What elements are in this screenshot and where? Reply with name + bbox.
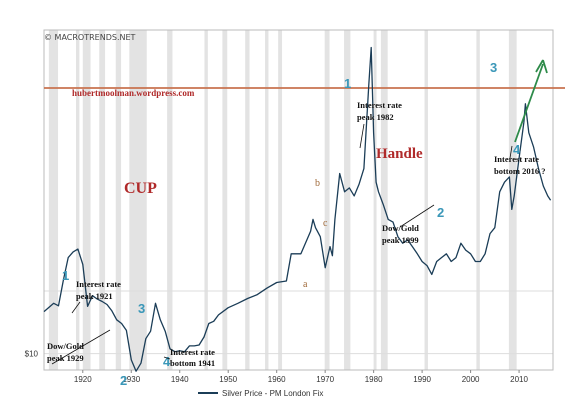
x-tick-label: 1970 — [316, 375, 334, 384]
recession-band — [476, 30, 480, 370]
annotation-pointer — [51, 329, 111, 365]
annotation-note: Interest rate — [494, 154, 539, 164]
recession-band — [204, 30, 208, 370]
x-tick-label: 1930 — [122, 375, 140, 384]
recession-band — [99, 30, 106, 370]
wave-label: 1 — [62, 268, 69, 283]
wave-label: 1 — [344, 76, 351, 91]
annotation-note: bottom 2016 ? — [494, 166, 545, 176]
plot-frame — [43, 29, 554, 371]
watermark-url: hubertmoolman.wordpress.com — [72, 88, 195, 98]
annotation-note: Dow/Gold — [382, 223, 419, 233]
breakout-arrow-head — [535, 59, 548, 74]
recession-band — [167, 30, 173, 370]
wave-label: 3 — [490, 60, 497, 75]
annotation-note: bottom 1941 — [170, 358, 215, 368]
annotation-note: peak 1921 — [76, 291, 113, 301]
recession-band — [115, 30, 122, 370]
recession-band — [265, 30, 269, 370]
annotation-note: Interest rate — [76, 279, 121, 289]
recession-band — [380, 30, 388, 370]
recession-band — [508, 30, 517, 370]
annotation-pointer — [71, 301, 81, 314]
x-tick-label: 1950 — [219, 375, 237, 384]
annotation-note: Interest rate — [170, 347, 215, 357]
breakout-arrow — [514, 63, 544, 143]
series-line-silver — [43, 46, 552, 372]
recession-band — [278, 30, 283, 370]
wave-label: 2 — [437, 205, 444, 220]
annotation-note: Interest rate — [357, 100, 402, 110]
recession-band — [424, 30, 428, 370]
abc-label: c — [323, 218, 328, 229]
wave-label: 4 — [513, 142, 521, 157]
wave-label: 2 — [120, 373, 127, 388]
copyright-text: © MACROTRENDS.NET — [44, 33, 136, 42]
handle-label: Handle — [376, 146, 423, 162]
recession-band — [245, 30, 250, 370]
wave-label: 3 — [138, 301, 145, 316]
x-tick-label: 1960 — [268, 375, 286, 384]
recession-band — [82, 30, 91, 370]
abc-label: a — [303, 279, 308, 290]
cup-label: CUP — [124, 180, 157, 197]
x-tick-label: 1920 — [74, 375, 92, 384]
abc-label: b — [315, 178, 320, 189]
x-tick-label: 1940 — [171, 375, 189, 384]
annotation-note: peak 1929 — [47, 353, 84, 363]
y-tick-label: $10 — [25, 350, 39, 359]
x-tick-label: 1990 — [413, 375, 431, 384]
annotation-pointer — [163, 356, 171, 360]
annotation-note: peak 1999 — [382, 235, 419, 245]
x-tick-label: 2000 — [462, 375, 480, 384]
annotation-pointer — [359, 123, 365, 149]
recession-band — [344, 30, 351, 370]
legend-label: Silver Price - PM London Fix — [222, 389, 323, 398]
annotation-pointer — [509, 145, 513, 159]
wave-label: 4 — [163, 354, 171, 369]
annotation-note: peak 1982 — [357, 112, 394, 122]
recession-band — [373, 30, 377, 370]
recession-band — [324, 30, 330, 370]
recession-band — [222, 30, 228, 370]
recession-band — [75, 30, 80, 370]
annotation-note: Dow/Gold — [47, 341, 84, 351]
x-tick-label: 1980 — [365, 375, 383, 384]
recession-band — [48, 30, 59, 370]
annotation-pointer — [399, 204, 435, 228]
x-tick-label: 2010 — [510, 375, 528, 384]
recession-band — [129, 30, 147, 370]
